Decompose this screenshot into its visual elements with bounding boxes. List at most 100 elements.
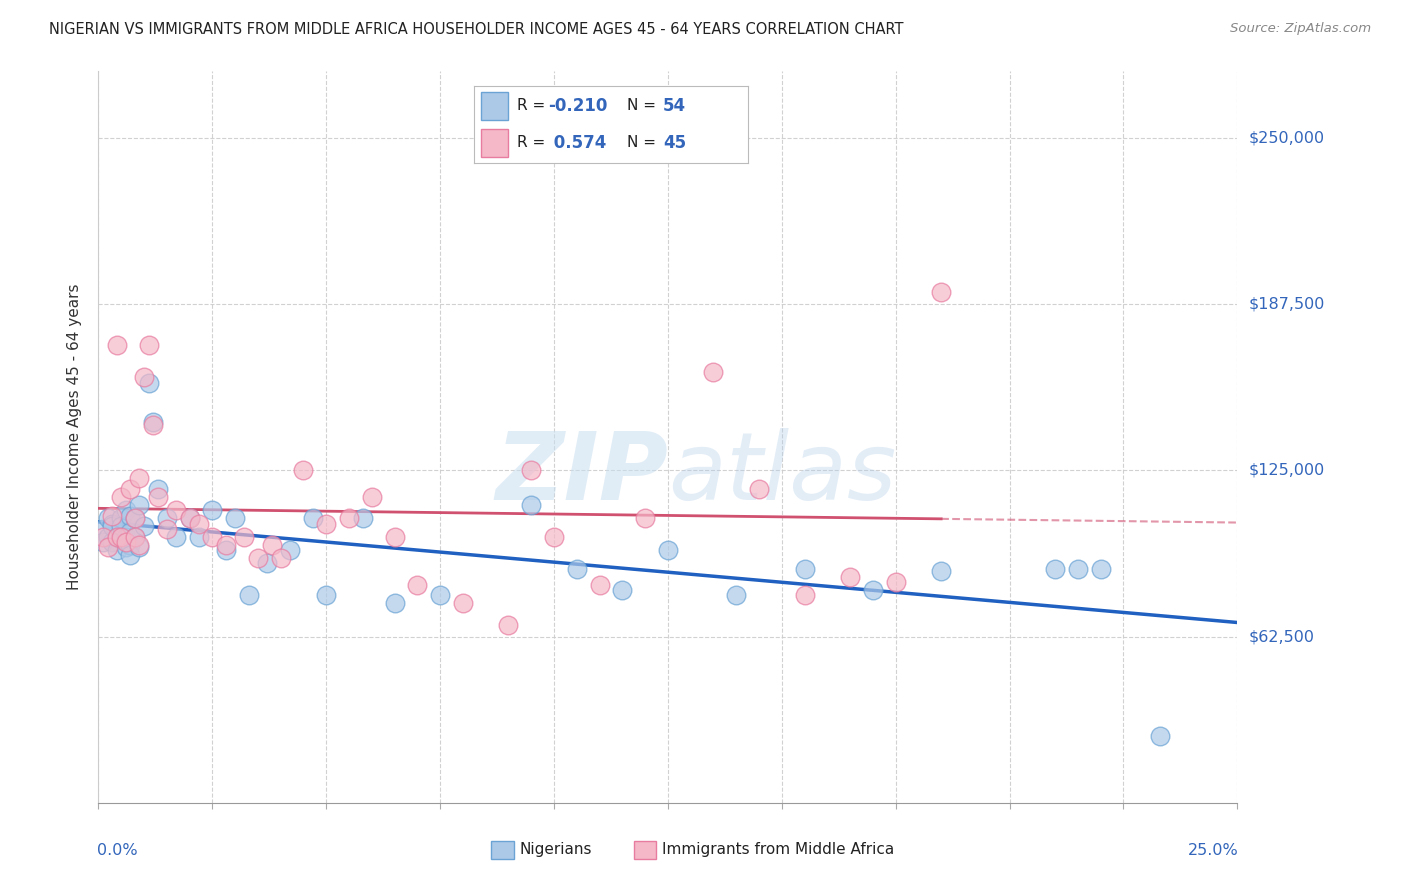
Point <box>179 511 201 525</box>
Point <box>142 416 165 430</box>
Point <box>105 338 128 352</box>
Point <box>215 538 238 552</box>
Point <box>224 511 246 525</box>
Point <box>165 530 187 544</box>
Point <box>748 482 770 496</box>
Text: $62,500: $62,500 <box>1249 629 1315 644</box>
Point <box>498 617 520 632</box>
Point <box>110 533 132 547</box>
Point <box>215 543 238 558</box>
Point <box>91 530 114 544</box>
Point <box>146 490 169 504</box>
Point <box>1090 562 1112 576</box>
Point <box>839 570 862 584</box>
Point <box>315 588 337 602</box>
Point <box>657 543 679 558</box>
Point <box>884 575 907 590</box>
Point <box>929 285 952 299</box>
Point <box>315 516 337 531</box>
Point <box>128 471 150 485</box>
Text: ZIP: ZIP <box>495 427 668 520</box>
Text: Source: ZipAtlas.com: Source: ZipAtlas.com <box>1230 22 1371 36</box>
Point <box>406 577 429 591</box>
Point <box>96 541 118 555</box>
Bar <box>491 841 515 859</box>
Point <box>138 338 160 352</box>
Point <box>301 511 323 525</box>
Point <box>91 522 114 536</box>
Point <box>337 511 360 525</box>
Point <box>1043 562 1066 576</box>
Point <box>110 511 132 525</box>
Point <box>101 508 124 523</box>
Point <box>146 482 169 496</box>
Point <box>1067 562 1090 576</box>
Point <box>278 543 301 558</box>
Point <box>270 551 292 566</box>
Point <box>138 376 160 390</box>
Point <box>96 530 118 544</box>
Point <box>565 562 588 576</box>
Point <box>120 538 142 552</box>
Point <box>588 577 610 591</box>
Point <box>128 538 150 552</box>
Point <box>233 530 256 544</box>
Point <box>124 530 146 544</box>
Point <box>543 530 565 544</box>
Text: $250,000: $250,000 <box>1249 130 1324 145</box>
Point <box>110 519 132 533</box>
Point <box>187 516 209 531</box>
Point <box>105 530 128 544</box>
Point <box>201 530 224 544</box>
Point <box>187 530 209 544</box>
Point <box>142 418 165 433</box>
Point <box>360 490 382 504</box>
Point <box>120 549 142 563</box>
Point <box>201 503 224 517</box>
Point <box>105 543 128 558</box>
Point <box>246 551 269 566</box>
Text: NIGERIAN VS IMMIGRANTS FROM MIDDLE AFRICA HOUSEHOLDER INCOME AGES 45 - 64 YEARS : NIGERIAN VS IMMIGRANTS FROM MIDDLE AFRIC… <box>49 22 904 37</box>
Point <box>124 511 146 525</box>
Point <box>1149 729 1171 743</box>
Point <box>132 519 155 533</box>
Point <box>292 463 315 477</box>
Point <box>120 508 142 523</box>
Point <box>101 516 124 531</box>
Point <box>96 511 118 525</box>
Point <box>105 530 128 544</box>
Text: 25.0%: 25.0% <box>1188 843 1239 858</box>
Point <box>114 535 136 549</box>
Point <box>110 490 132 504</box>
Point <box>124 511 146 525</box>
Point <box>110 530 132 544</box>
Point <box>124 530 146 544</box>
Point <box>451 596 474 610</box>
Point <box>128 541 150 555</box>
Text: $125,000: $125,000 <box>1249 463 1324 478</box>
Point <box>612 582 634 597</box>
Point <box>120 482 142 496</box>
Point <box>132 370 155 384</box>
Point <box>929 565 952 579</box>
Point <box>256 557 278 571</box>
Text: $187,500: $187,500 <box>1249 297 1324 311</box>
Point <box>634 511 657 525</box>
Point <box>520 463 543 477</box>
Point <box>91 535 114 549</box>
Point <box>725 588 748 602</box>
Text: 0.0%: 0.0% <box>97 843 138 858</box>
Bar <box>634 841 657 859</box>
Point <box>260 538 283 552</box>
Point <box>384 596 406 610</box>
Point <box>384 530 406 544</box>
Text: atlas: atlas <box>668 428 896 519</box>
Point <box>238 588 260 602</box>
Point <box>352 511 374 525</box>
Point <box>520 498 543 512</box>
Point <box>793 562 815 576</box>
Point <box>862 582 884 597</box>
Point <box>114 503 136 517</box>
Point <box>429 588 451 602</box>
Point <box>114 541 136 555</box>
